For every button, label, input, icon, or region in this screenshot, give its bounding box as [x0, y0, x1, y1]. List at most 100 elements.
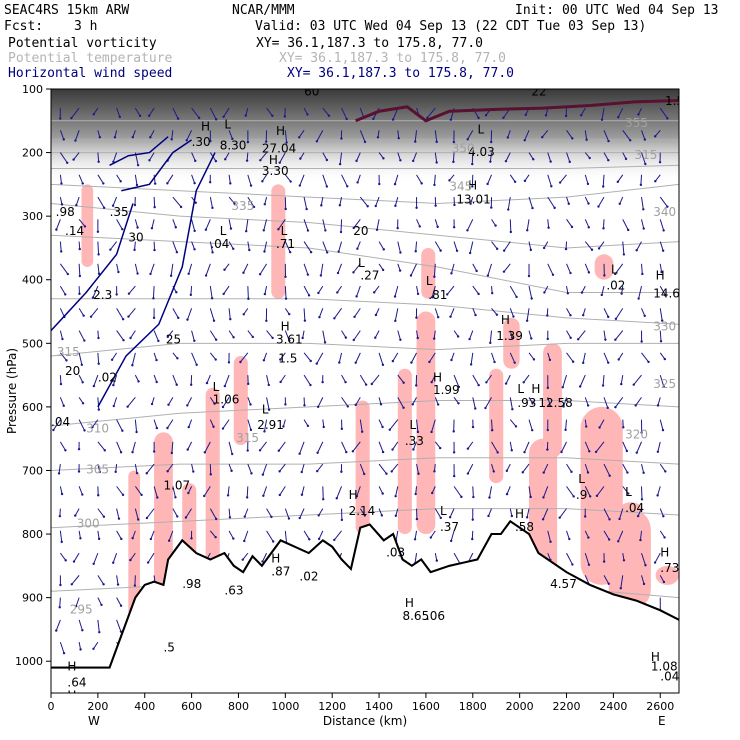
wind-vector: [617, 530, 624, 543]
wind-vector: [191, 152, 197, 163]
wind-vector-head: [644, 564, 647, 567]
wind-vector-shaft: [341, 441, 347, 453]
wind-vector-head: [298, 184, 302, 187]
wind-vector-head: [58, 606, 61, 609]
wind-vector-head: [629, 139, 632, 142]
wind-vector-shaft: [416, 174, 423, 184]
wind-vector-head: [415, 384, 418, 387]
contour-label: 315: [236, 431, 259, 445]
wind-vector-shaft: [92, 419, 99, 428]
wind-vector-head: [569, 314, 572, 317]
wind-vector-head: [117, 270, 120, 274]
strat-band: [51, 89, 679, 185]
wind-vector-head: [122, 338, 125, 342]
wind-vector-head: [298, 452, 301, 455]
wind-vector-head: [602, 185, 605, 188]
wind-vector-head: [586, 471, 590, 474]
wind-vector: [580, 285, 586, 294]
wind-vector-head: [119, 604, 123, 607]
wind-vector: [245, 219, 249, 233]
contour-label: H: [468, 178, 477, 192]
wind-vector-shaft: [279, 352, 286, 360]
wind-vector-head: [420, 182, 423, 185]
wind-vector-head: [409, 274, 413, 277]
wind-vector-head: [576, 338, 580, 341]
wind-vector: [491, 441, 499, 454]
wind-vector-head: [337, 250, 340, 253]
wind-vector: [77, 441, 81, 451]
wind-vector: [653, 552, 661, 564]
wind-vector: [277, 219, 286, 231]
wind-vector-head: [317, 514, 320, 517]
wind-vector-head: [157, 339, 160, 343]
wind-vector-shaft: [373, 285, 380, 293]
wind-vector-shaft: [566, 463, 572, 473]
wind-vector: [322, 219, 327, 232]
wind-vector-shaft: [524, 174, 530, 182]
wind-vector: [278, 463, 286, 473]
wind-vector: [566, 196, 570, 205]
wind-vector: [659, 530, 666, 539]
wind-vector: [205, 374, 211, 385]
wind-vector-head: [340, 470, 343, 473]
wind-vector-head: [529, 248, 533, 252]
wind-vector-shaft: [414, 553, 418, 564]
wind-vector: [322, 152, 329, 162]
wind-vector-head: [601, 384, 605, 387]
wind-vector-head: [322, 497, 325, 501]
wind-vector-shaft: [134, 508, 139, 520]
wind-vector-head: [438, 446, 442, 450]
wind-vector: [146, 552, 155, 564]
plot-area: H.30L8.30H27.04H3.30L4.03H13.01.98.14.35…: [51, 89, 679, 693]
wind-vector: [318, 308, 324, 319]
contour-label: .06: [426, 609, 445, 623]
contour-label: H: [501, 313, 510, 327]
wind-vector-shaft: [263, 352, 268, 361]
wind-vector-shaft: [338, 241, 343, 252]
wind-vector: [315, 463, 324, 473]
wind-vector: [166, 419, 174, 430]
wind-vector: [505, 486, 511, 496]
wind-vector-shaft: [302, 330, 305, 339]
wind-vector: [509, 352, 516, 364]
terrain-profile: [51, 519, 679, 693]
wind-vector-shaft: [615, 397, 624, 408]
wind-vector: [603, 263, 606, 277]
wind-vector-head: [564, 247, 568, 251]
wind-vector: [134, 508, 140, 521]
wind-vector-shaft: [412, 397, 417, 405]
wind-vector-head: [246, 140, 250, 144]
wind-vector-shaft: [116, 107, 121, 118]
wind-vector-shaft: [97, 174, 104, 184]
wind-vector-shaft: [509, 308, 514, 317]
wind-vector: [134, 419, 138, 434]
wind-vector-head: [270, 515, 273, 519]
wind-vector-shaft: [598, 196, 605, 207]
wind-vector-head: [135, 183, 139, 187]
contour-label: 1.5: [278, 351, 297, 365]
wind-vector-head: [352, 271, 355, 274]
x-tick-label: 1800: [459, 700, 487, 713]
wind-vector-shaft: [298, 130, 305, 138]
wind-vector-head: [581, 361, 585, 365]
wind-vector: [133, 575, 137, 587]
wind-vector: [603, 152, 610, 162]
wind-vector-shaft: [622, 130, 631, 141]
wind-vector-shaft: [526, 219, 530, 231]
wind-vector-shaft: [341, 330, 347, 338]
wind-vector-head: [472, 495, 475, 499]
wind-vector: [603, 463, 611, 477]
wind-vector-shaft: [431, 374, 436, 383]
wind-vector: [116, 107, 122, 119]
wind-vector-head: [213, 402, 216, 405]
wind-vector-shaft: [489, 330, 493, 343]
wind-vector-head: [385, 472, 388, 475]
wind-vector-head: [602, 560, 606, 563]
wind-vector-shaft: [59, 152, 68, 164]
wind-vector-head: [614, 272, 617, 276]
wind-vector-head: [626, 228, 630, 232]
wind-vector: [542, 241, 549, 250]
wind-vector-head: [305, 207, 308, 211]
wind-vector: [284, 197, 287, 211]
wind-vector: [359, 463, 366, 476]
